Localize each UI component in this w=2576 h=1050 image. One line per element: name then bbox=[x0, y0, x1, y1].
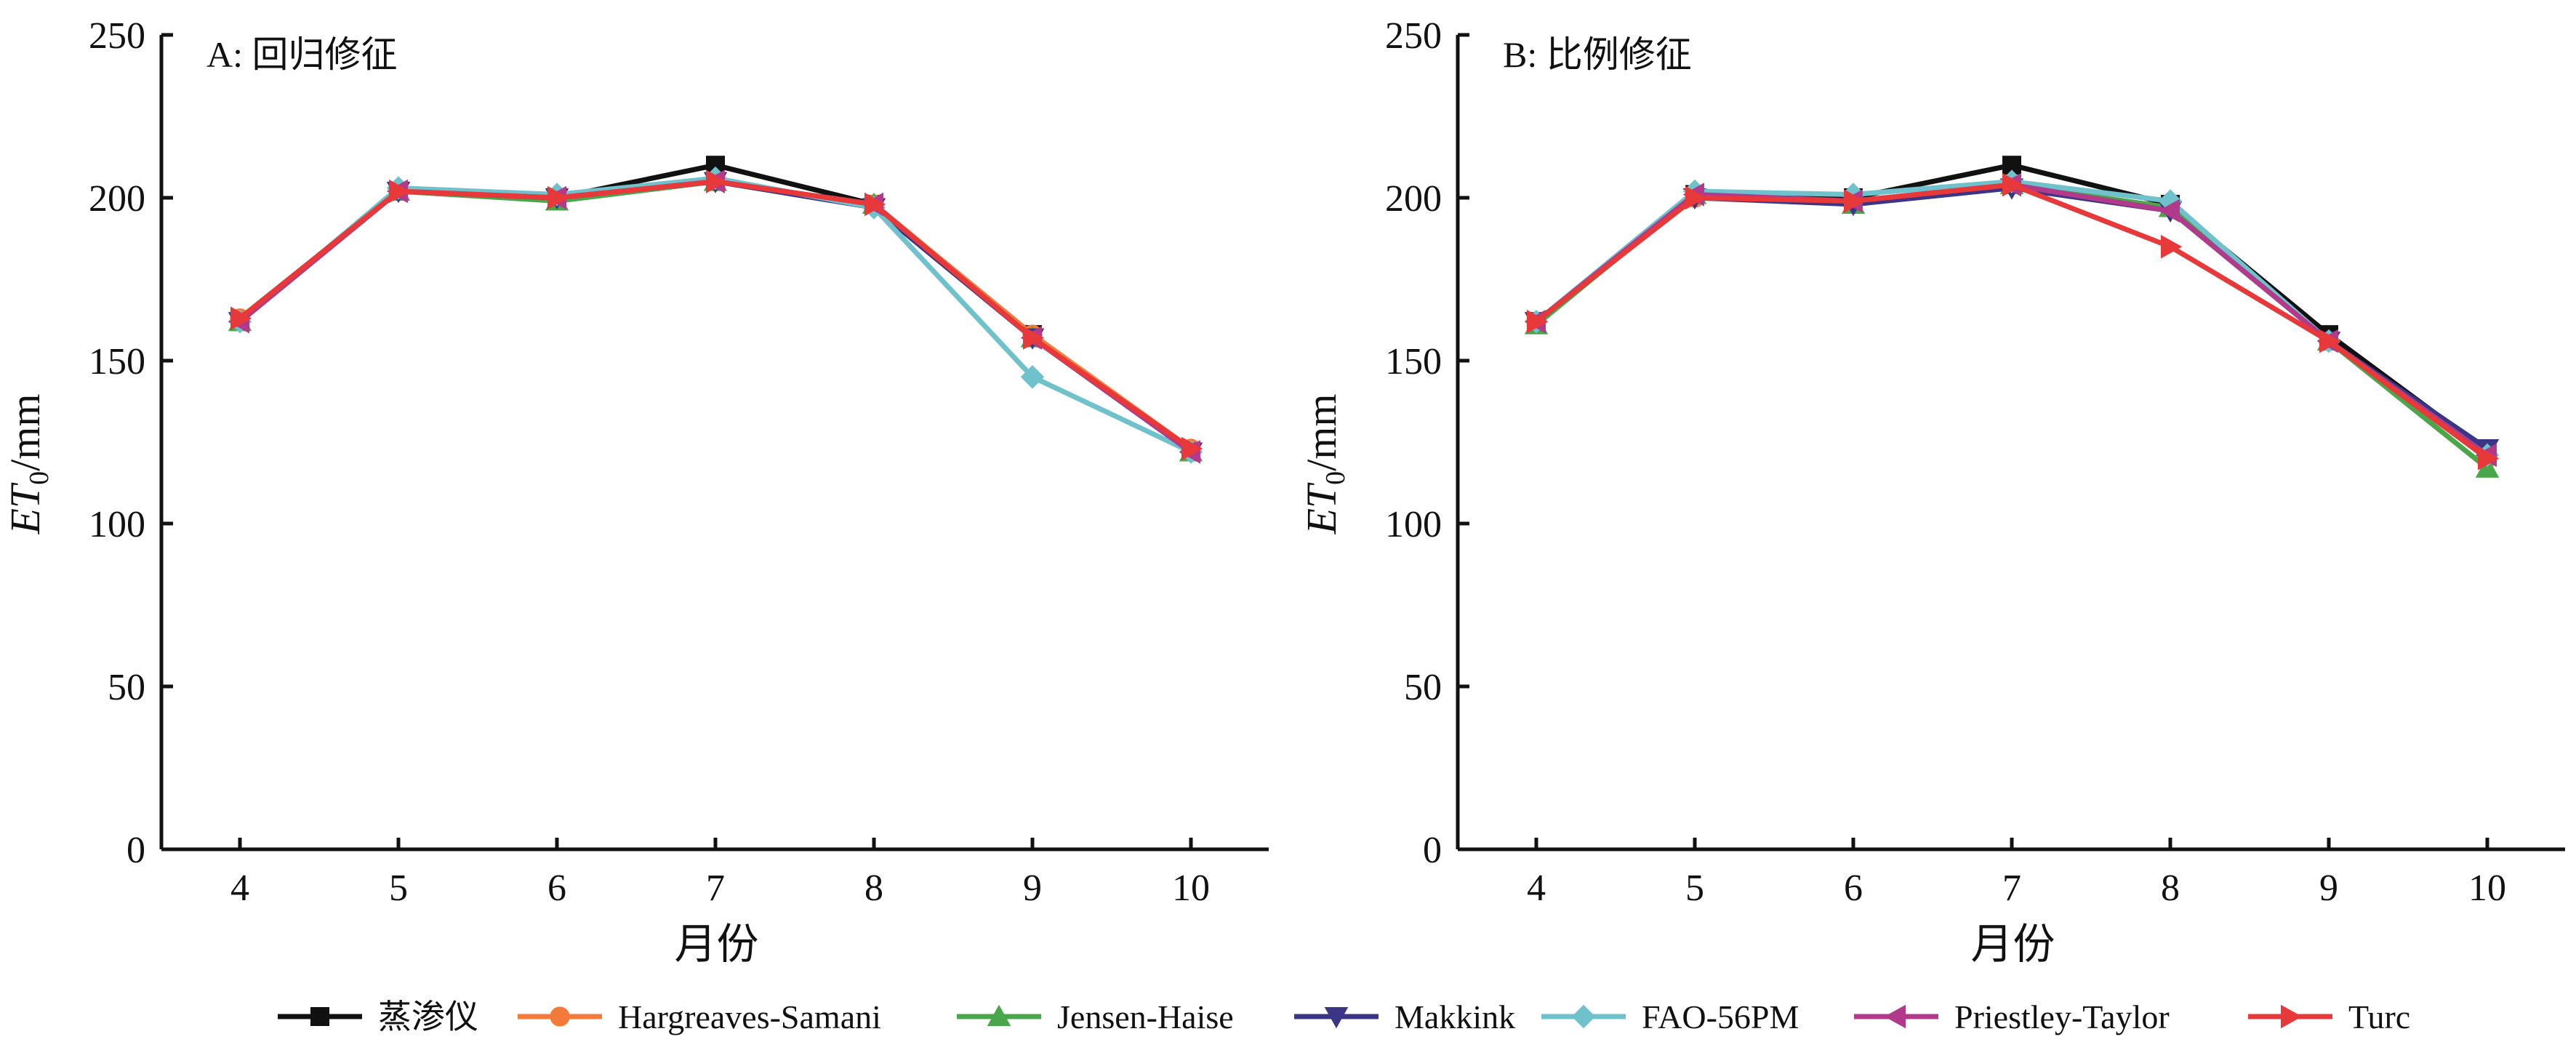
x-tick-label: 10 bbox=[1172, 867, 1210, 909]
data-point bbox=[1527, 309, 1549, 334]
series-line bbox=[238, 179, 1193, 451]
legend-item: Hargreaves-Samani bbox=[518, 998, 881, 1035]
chart-panel-a: 0 50 100 150 200 250 4 5 6 7 8 9 10 月份 ET0/mm A: 回归修征 bbox=[1, 15, 1269, 968]
legend-item: 蒸渗仪 bbox=[278, 998, 478, 1035]
legend-marker bbox=[987, 1004, 1011, 1026]
y-tick-label: 0 bbox=[1423, 830, 1442, 871]
data-point bbox=[706, 169, 728, 193]
data-point bbox=[1181, 436, 1203, 461]
data-point bbox=[389, 179, 411, 204]
x-tick-label: 5 bbox=[1685, 867, 1704, 909]
series-line bbox=[1534, 185, 2489, 451]
data-point bbox=[2478, 446, 2500, 470]
y-tick-label: 150 bbox=[1385, 341, 1442, 382]
legend-marker bbox=[1884, 1004, 1906, 1029]
data-point bbox=[2319, 329, 2341, 353]
legend-label: FAO-56PM bbox=[1642, 998, 1799, 1035]
x-tick-label: 9 bbox=[1023, 867, 1042, 909]
y-tick-label: 100 bbox=[89, 504, 145, 545]
y-tick-label: 100 bbox=[1385, 504, 1442, 545]
legend-label: Turc bbox=[2348, 998, 2410, 1035]
x-tick-label: 8 bbox=[2161, 867, 2180, 909]
panel-label: B: 比例修征 bbox=[1503, 34, 1692, 75]
legend-marker bbox=[550, 1006, 570, 1027]
x-axis-title: 月份 bbox=[1970, 921, 2055, 968]
y-tick-label: 250 bbox=[1385, 15, 1442, 57]
x-axis-title: 月份 bbox=[674, 921, 758, 968]
chart-panels: 0 50 100 150 200 250 4 5 6 7 8 9 10 月份 ET0/mm A: 回归修征 0 5… bbox=[1, 15, 2565, 968]
x-tick-label: 5 bbox=[389, 867, 408, 909]
y-tick-label: 200 bbox=[89, 178, 145, 220]
data-point bbox=[864, 192, 886, 217]
y-tick-label: 250 bbox=[89, 15, 145, 57]
x-tick-label: 10 bbox=[2468, 867, 2506, 909]
series-2 bbox=[1526, 175, 2497, 469]
y-tick-label: 50 bbox=[108, 667, 145, 708]
y-tick-label: 50 bbox=[1404, 667, 1442, 708]
series-1 bbox=[1527, 156, 2497, 462]
panel-label: A: 回归修征 bbox=[206, 34, 398, 75]
data-point bbox=[1023, 326, 1045, 350]
series-line bbox=[1534, 182, 2489, 461]
series-1 bbox=[230, 156, 1200, 462]
series-line bbox=[1534, 182, 2489, 470]
series-line bbox=[238, 179, 1193, 451]
data-point bbox=[1844, 189, 1866, 213]
series-line bbox=[238, 162, 1193, 454]
series-line bbox=[1534, 182, 2489, 461]
y-axis-title: ET0/mm bbox=[1298, 393, 1351, 534]
data-point bbox=[2158, 199, 2180, 223]
y-tick-label: 200 bbox=[1385, 178, 1442, 220]
legend-marker bbox=[1571, 1004, 1596, 1029]
legend-marker bbox=[2281, 1004, 2303, 1029]
x-tick-label: 7 bbox=[2002, 867, 2021, 909]
legend-item: Turc bbox=[2248, 998, 2410, 1035]
legend-label: 蒸渗仪 bbox=[378, 998, 478, 1035]
series-line bbox=[238, 179, 1193, 454]
y-tick-label: 150 bbox=[89, 341, 145, 382]
x-tick-label: 7 bbox=[706, 867, 725, 909]
legend-item: FAO-56PM bbox=[1541, 998, 1799, 1035]
series-4 bbox=[1524, 178, 2500, 461]
legend-item: Priestley-Taylor bbox=[1854, 998, 2170, 1035]
legend: 蒸渗仪 Hargreaves-Samani Jensen-Haise Makkink F… bbox=[278, 998, 2410, 1035]
legend-label: Priestley-Taylor bbox=[1954, 998, 2170, 1035]
series-7 bbox=[1527, 172, 2500, 470]
x-tick-label: 8 bbox=[864, 867, 883, 909]
x-tick-label: 6 bbox=[1844, 867, 1863, 909]
series-7 bbox=[230, 169, 1203, 461]
data-point bbox=[2002, 172, 2024, 197]
legend-label: Hargreaves-Samani bbox=[618, 998, 881, 1035]
legend-marker bbox=[1324, 1007, 1349, 1029]
legend-item: Jensen-Haise bbox=[957, 998, 1234, 1035]
chart-panel-b: 0 50 100 150 200 250 4 5 6 7 8 9 10 月份 ET0/mm B: 比例修征 bbox=[1298, 15, 2565, 968]
data-point bbox=[1020, 365, 1045, 389]
series-line bbox=[238, 179, 1193, 454]
y-tick-label: 0 bbox=[127, 830, 145, 871]
legend-item: Makkink bbox=[1294, 998, 1515, 1035]
series-2 bbox=[230, 171, 1201, 459]
x-tick-label: 4 bbox=[1527, 867, 1546, 909]
series-line bbox=[1534, 182, 2489, 457]
series-line bbox=[238, 175, 1192, 454]
legend-marker bbox=[310, 1007, 329, 1026]
series-line bbox=[1534, 179, 2489, 457]
x-tick-label: 6 bbox=[547, 867, 566, 909]
data-point bbox=[547, 185, 569, 210]
y-axis-title: ET0/mm bbox=[1, 393, 55, 534]
series-line bbox=[238, 179, 1193, 454]
x-tick-label: 9 bbox=[2319, 867, 2338, 909]
data-point bbox=[2161, 234, 2183, 259]
data-point bbox=[2475, 456, 2500, 478]
data-point bbox=[1685, 185, 1707, 210]
x-tick-label: 4 bbox=[230, 867, 249, 909]
data-point bbox=[230, 306, 252, 331]
series-4 bbox=[228, 172, 1203, 464]
legend-label: Makkink bbox=[1395, 998, 1515, 1035]
legend-label: Jensen-Haise bbox=[1057, 998, 1234, 1035]
